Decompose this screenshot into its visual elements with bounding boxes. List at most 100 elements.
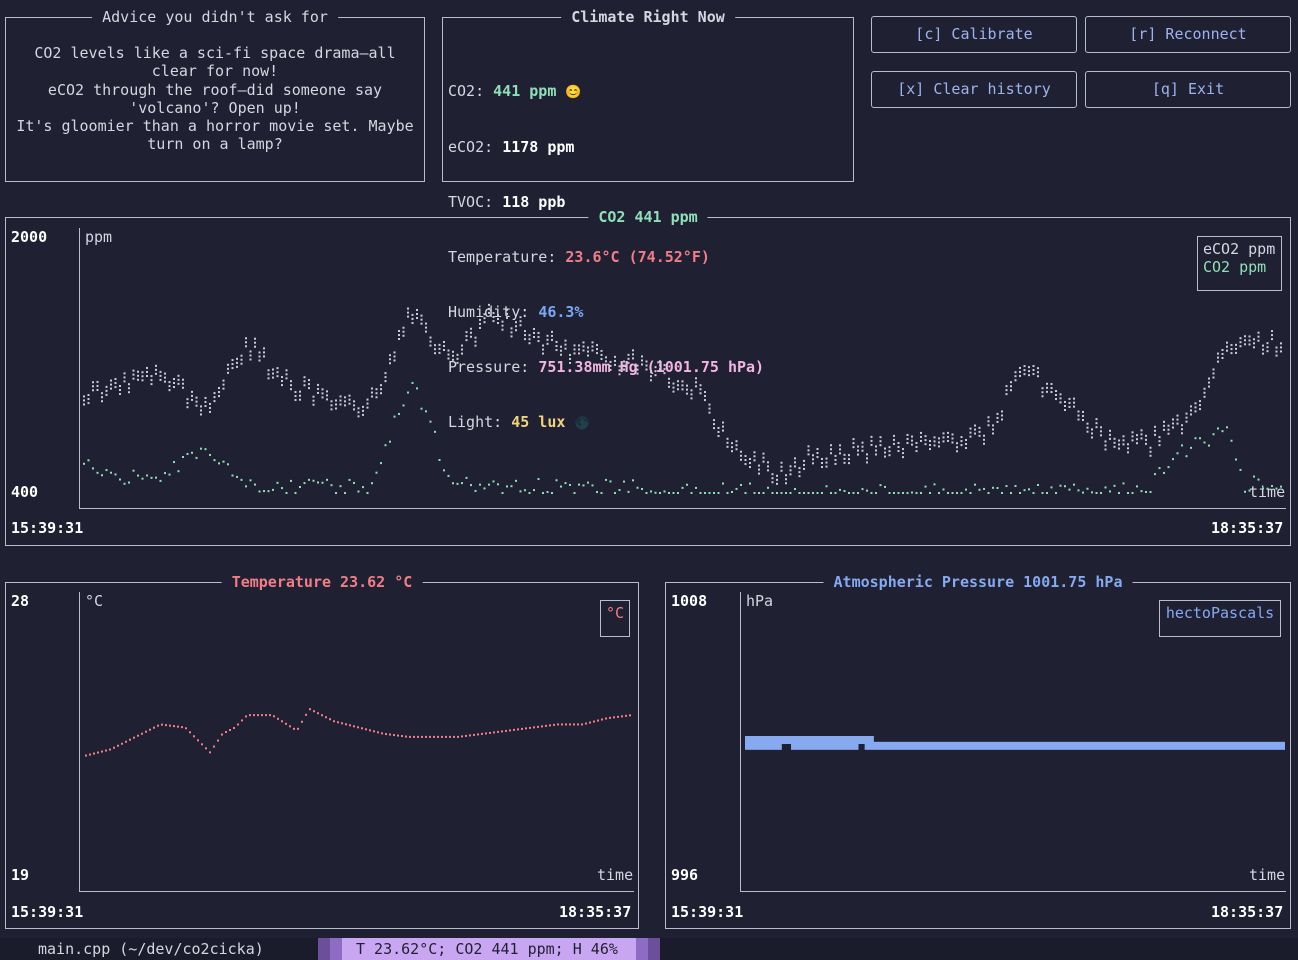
eco2-point xyxy=(515,325,517,328)
eco2-point xyxy=(839,448,841,451)
temperature-point xyxy=(561,723,563,726)
eco2-point xyxy=(861,445,864,448)
calibrate-button[interactable]: [c] Calibrate xyxy=(871,16,1077,53)
eco2-point xyxy=(708,411,711,414)
eco2-point xyxy=(1217,352,1219,355)
co2-point xyxy=(159,479,162,482)
advice-line: It's gloomier than a horror movie set. M… xyxy=(16,117,414,136)
temperature-point xyxy=(545,724,547,727)
co2-point xyxy=(672,492,675,494)
temperature-point xyxy=(329,718,331,721)
eco2-point xyxy=(627,361,630,364)
eco2-point xyxy=(654,374,657,377)
co2-point xyxy=(92,467,94,470)
eco2-point xyxy=(956,446,958,449)
co2-point xyxy=(956,492,958,494)
temperature-point xyxy=(105,749,107,752)
eco2-point xyxy=(879,440,882,443)
co2-point xyxy=(852,492,855,494)
temperature-point xyxy=(461,735,463,738)
co2-point xyxy=(1235,458,1237,461)
eco2-point xyxy=(663,372,666,375)
eco2-point xyxy=(479,318,481,321)
eco2-point xyxy=(803,459,805,462)
co2-point xyxy=(717,492,720,494)
temperature-point xyxy=(521,727,523,730)
temperature-chart-title: Temperature 23.62 °C xyxy=(221,573,423,591)
eco2-point xyxy=(695,381,697,384)
pres-legend: hectoPascals xyxy=(1159,600,1281,637)
eco2-point xyxy=(141,371,144,374)
pressure-chart-panel: Atmospheric Pressure 1001.75 hPa xyxy=(665,573,1291,929)
pres-y-min: 996 xyxy=(671,866,699,884)
eco2-point xyxy=(1266,342,1269,345)
eco2-point xyxy=(344,400,346,403)
temperature-point xyxy=(581,723,583,726)
eco2-point xyxy=(470,327,472,330)
eco2-point xyxy=(389,358,391,361)
co2-point xyxy=(807,492,810,494)
co2-point xyxy=(519,490,522,493)
eco2-point xyxy=(434,352,436,355)
eco2-point xyxy=(906,437,909,440)
co2-point xyxy=(407,391,409,394)
eco2-point xyxy=(92,381,94,384)
co2-point xyxy=(1262,487,1264,490)
co2-row: CO2: 441 ppm 😊 xyxy=(448,82,764,102)
eco2-point xyxy=(591,341,594,344)
eco2-point xyxy=(384,376,387,379)
co2-y-unit: ppm xyxy=(85,228,113,246)
eco2-point xyxy=(803,467,805,470)
eco2-point xyxy=(537,332,540,335)
eco2-point xyxy=(87,394,90,397)
eco2-point xyxy=(200,405,202,408)
clear-history-button[interactable]: [x] Clear history xyxy=(871,71,1077,108)
eco2-point xyxy=(686,392,688,395)
reconnect-button[interactable]: [r] Reconnect xyxy=(1085,16,1291,53)
co2-point xyxy=(96,471,99,474)
humidity-value: 46.3% xyxy=(538,303,584,322)
eco2-point xyxy=(276,367,279,370)
eco2-point xyxy=(812,454,814,457)
co2-point xyxy=(1001,492,1003,494)
eco2-point xyxy=(1005,393,1008,396)
eco2-point xyxy=(600,349,603,352)
eco2-point xyxy=(1235,351,1237,354)
eco2-point xyxy=(614,355,616,358)
eco2-point xyxy=(1262,348,1264,351)
eco2-point xyxy=(924,439,927,442)
eco2-point xyxy=(1208,377,1210,380)
co2-point xyxy=(704,492,706,494)
eco2-point xyxy=(344,404,346,407)
temperature-point xyxy=(129,738,131,741)
eco2-point xyxy=(191,394,193,397)
eco2-point xyxy=(506,308,508,311)
eco2-point xyxy=(515,329,517,332)
eco2-point xyxy=(902,456,904,459)
co2-point xyxy=(1158,467,1161,470)
eco2-point xyxy=(974,424,976,427)
co2-point xyxy=(101,474,103,477)
eco2-point xyxy=(218,395,220,398)
co2-point xyxy=(164,472,166,475)
eco2-point xyxy=(366,398,369,401)
co2-point xyxy=(411,381,414,384)
eco2-point xyxy=(227,363,229,366)
eco2-point xyxy=(623,364,625,367)
eco2-point xyxy=(654,366,657,369)
eco2-point xyxy=(1185,412,1188,415)
co2-point xyxy=(1239,468,1242,471)
co2-point xyxy=(600,492,603,494)
exit-button[interactable]: [q] Exit xyxy=(1085,71,1291,108)
temperature-point xyxy=(349,724,351,727)
eco2-point xyxy=(564,339,567,342)
smile-emoji-icon: 😊 xyxy=(565,84,582,100)
eco2-point xyxy=(1145,438,1147,441)
eco2-point xyxy=(1275,346,1278,349)
co2-point xyxy=(312,479,315,482)
eco2-point xyxy=(1023,369,1026,372)
co2-y-min: 400 xyxy=(11,483,39,501)
eco2-point xyxy=(929,444,931,447)
